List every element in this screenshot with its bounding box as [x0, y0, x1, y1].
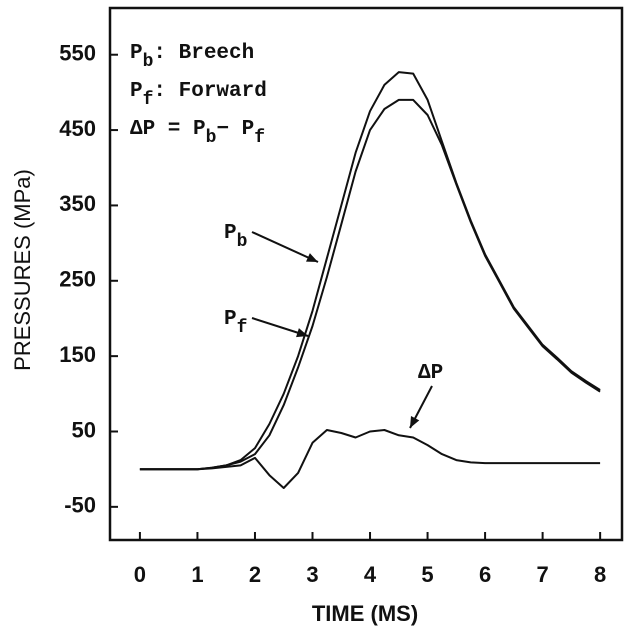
legend-line-part: : Forward: [153, 80, 266, 103]
y-tick-label: 350: [59, 191, 96, 216]
arrow-head: [306, 253, 318, 262]
line-series: [139, 429, 601, 489]
legend-line: Pb: Breech: [130, 42, 254, 72]
y-tick-label: 450: [59, 116, 96, 141]
y-tick-label: 250: [59, 267, 96, 292]
x-axis-label: TIME (MS): [312, 601, 418, 626]
curve-label: Pb: [224, 222, 247, 252]
x-tick-label: 1: [191, 562, 203, 587]
legend-line: Pf: Forward: [130, 80, 267, 110]
y-tick-label: 550: [59, 41, 96, 66]
legend-line-part: f: [143, 90, 154, 110]
curve-label-part: f: [237, 318, 248, 338]
y-axis-label: PRESSURES (MPa): [10, 169, 35, 371]
legend-line-part: b: [143, 52, 154, 72]
x-tick-label: 3: [306, 562, 318, 587]
curve-label-part: b: [237, 232, 248, 252]
legend-line-part: ΔP = P: [130, 118, 206, 141]
legend-line: ΔP = Pb− Pf: [130, 118, 265, 148]
curve-label-part: P: [224, 222, 237, 245]
x-tick-label: 2: [249, 562, 261, 587]
x-tick-label: 4: [364, 562, 377, 587]
arrow-shaft: [251, 231, 319, 263]
line-series: [139, 98, 601, 471]
legend-line-part: b: [206, 128, 217, 148]
x-tick-label: 7: [536, 562, 548, 587]
legend-line-part: f: [254, 128, 265, 148]
legend-line-part: : Breech: [153, 42, 254, 65]
arrow-head: [410, 416, 420, 428]
x-tick-label: 0: [134, 562, 146, 587]
x-tick-label: 8: [594, 562, 606, 587]
curve-label-part: P: [224, 308, 237, 331]
y-tick-label: 150: [59, 342, 96, 367]
y-tick-label: -50: [64, 493, 96, 518]
legend-line-part: − P: [216, 118, 254, 141]
curve-label: Pf: [224, 308, 247, 338]
plot-frame: [108, 6, 624, 542]
curve-label-part: ΔP: [418, 362, 443, 385]
curve-label: ΔP: [418, 362, 443, 385]
arrow-head: [296, 328, 308, 338]
x-tick-label: 5: [421, 562, 433, 587]
x-tick-label: 6: [479, 562, 491, 587]
legend-line-part: P: [130, 42, 143, 65]
legend-line-part: P: [130, 80, 143, 103]
y-tick-label: 50: [72, 417, 96, 442]
